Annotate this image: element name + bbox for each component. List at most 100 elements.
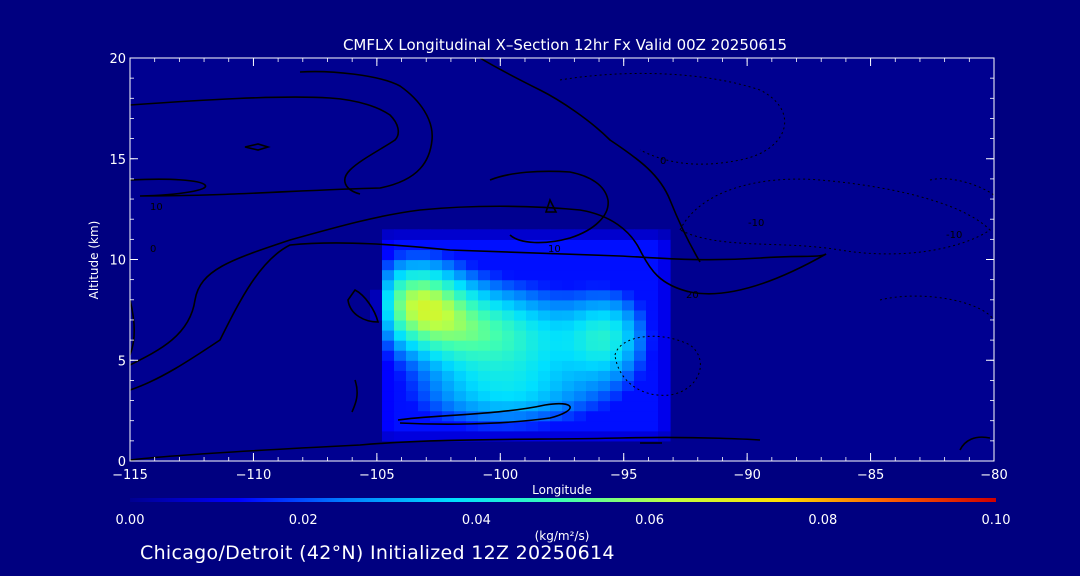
heatmap-cell — [442, 330, 455, 341]
heatmap-cell — [658, 309, 671, 321]
heatmap-cell — [394, 330, 407, 341]
heatmap-cell — [634, 249, 647, 261]
heatmap-cell — [490, 289, 503, 301]
heatmap-cell — [490, 259, 503, 271]
heatmap-cell — [598, 410, 611, 422]
heatmap-cell — [454, 319, 467, 331]
heatmap-cell — [526, 289, 539, 301]
heatmap-cell — [586, 380, 599, 392]
heatmap-cell — [418, 380, 431, 392]
heatmap-cell — [418, 430, 431, 442]
heatmap-cell — [454, 360, 467, 371]
heatmap-cell — [586, 269, 599, 281]
heatmap-cell — [526, 370, 539, 381]
heatmap-cell — [526, 279, 539, 291]
heatmap-cell — [634, 319, 647, 331]
heatmap-cell — [406, 239, 419, 251]
heatmap-cell — [526, 229, 539, 240]
heatmap-cell — [514, 259, 527, 271]
contour-label: 20 — [686, 290, 699, 301]
heatmap-cell — [490, 229, 503, 240]
heatmap-cell — [646, 229, 659, 240]
heatmap-cell — [550, 400, 563, 412]
heatmap-cell — [574, 410, 587, 422]
heatmap-cell — [442, 380, 455, 392]
heatmap-cell — [394, 299, 407, 311]
heatmap-cell — [418, 420, 431, 432]
heatmap-cell — [538, 299, 551, 311]
y-axis: 0 5 10 15 20 — [109, 52, 994, 470]
dashed-contour-line — [559, 72, 786, 165]
heatmap-cell — [550, 380, 563, 392]
heatmap-cell — [562, 430, 575, 442]
heatmap-cell — [658, 420, 671, 432]
heatmap-cell — [586, 239, 599, 251]
heatmap-cell — [622, 299, 635, 311]
colorbar-ticks: 0.00 0.02 0.04 0.06 0.08 0.10 — [116, 513, 1011, 528]
heatmap-cell — [442, 400, 455, 412]
heatmap-cell — [478, 259, 491, 271]
heatmap-cell — [382, 319, 395, 331]
heatmap-cell — [634, 259, 647, 271]
x-tick-label: −100 — [482, 468, 518, 483]
heatmap-cell — [514, 420, 527, 432]
heatmap-cell — [502, 259, 515, 271]
heatmap-cell — [586, 330, 599, 341]
heatmap-cell — [382, 330, 395, 341]
heatmap-cell — [646, 239, 659, 251]
heatmap-cell — [658, 350, 671, 361]
heatmap-cell — [430, 390, 443, 402]
y-tick-label: 0 — [118, 455, 126, 470]
heatmap-cell — [646, 269, 659, 281]
heatmap-cell — [526, 430, 539, 442]
heatmap-cell — [394, 410, 407, 422]
heatmap-cell — [658, 279, 671, 291]
heatmap-cell — [574, 279, 587, 291]
heatmap-cell — [394, 319, 407, 331]
heatmap-cell — [538, 430, 551, 442]
heatmap-cell — [658, 370, 671, 381]
heatmap-cell — [562, 279, 575, 291]
heatmap-cell — [442, 269, 455, 281]
heatmap-cell — [526, 420, 539, 432]
heatmap-cell — [634, 370, 647, 381]
heatmap-cell — [658, 390, 671, 402]
heatmap-cell — [550, 269, 563, 281]
heatmap-cell — [502, 249, 515, 261]
heatmap-cell — [430, 360, 443, 371]
heatmap-cell — [514, 330, 527, 341]
heatmap-cell — [514, 390, 527, 402]
contour-line — [544, 197, 558, 213]
heatmap-cell — [478, 229, 491, 240]
heatmap-cell — [502, 330, 515, 341]
heatmap-cell — [394, 239, 407, 251]
heatmap-cell — [574, 370, 587, 381]
dashed-contour-line — [614, 335, 701, 396]
heatmap-cell — [550, 279, 563, 291]
heatmap-cell — [658, 330, 671, 341]
heatmap-cell — [634, 289, 647, 301]
heatmap-cell — [622, 360, 635, 371]
contour-line — [130, 436, 761, 461]
heatmap-cell — [442, 340, 455, 351]
heatmap-cell — [418, 319, 431, 331]
x-tick-label: −95 — [610, 468, 637, 483]
heatmap-cell — [418, 360, 431, 371]
heatmap-cell — [382, 380, 395, 392]
heatmap-cell — [550, 340, 563, 351]
heatmap-cell — [406, 309, 419, 321]
heatmap-cell — [550, 319, 563, 331]
heatmap-cell — [394, 269, 407, 281]
heatmap-cell — [418, 410, 431, 422]
heatmap-cell — [622, 390, 635, 402]
heatmap-cell — [490, 390, 503, 402]
heatmap-cell — [406, 430, 419, 442]
heatmap-cell — [394, 350, 407, 361]
heatmap-cell — [442, 239, 455, 251]
heatmap-cell — [430, 309, 443, 321]
x-tick-label: −110 — [236, 468, 272, 483]
heatmap-cell — [646, 400, 659, 412]
heatmap-cell — [550, 420, 563, 432]
heatmap-cell — [382, 279, 395, 291]
